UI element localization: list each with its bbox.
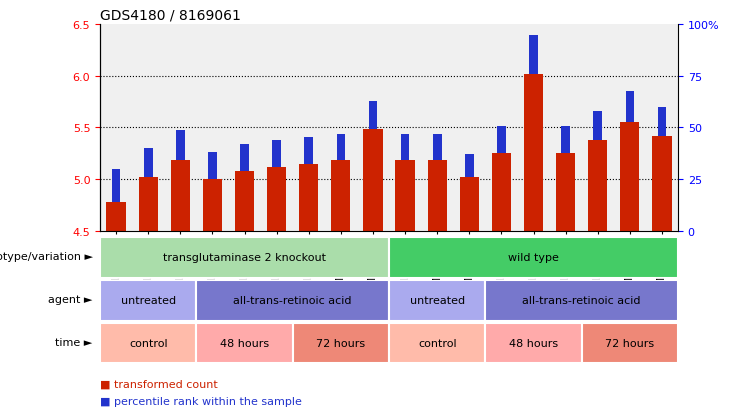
Bar <box>139 178 158 231</box>
Text: GDS4180 / 8169061: GDS4180 / 8169061 <box>100 8 241 22</box>
Bar <box>582 323 678 363</box>
Bar <box>485 323 582 363</box>
Bar <box>363 130 382 231</box>
Text: 72 hours: 72 hours <box>316 338 365 348</box>
Text: 72 hours: 72 hours <box>605 338 654 348</box>
Bar <box>556 154 575 231</box>
Bar <box>389 280 485 321</box>
Bar <box>196 323 293 363</box>
Text: control: control <box>418 338 456 348</box>
Bar <box>299 164 319 231</box>
Bar <box>492 154 511 231</box>
Bar <box>267 167 286 231</box>
Text: ■ transformed count: ■ transformed count <box>100 379 218 389</box>
Bar <box>293 323 389 363</box>
Bar <box>100 280 196 321</box>
Bar <box>100 237 389 278</box>
Text: agent ►: agent ► <box>48 294 93 304</box>
Text: 48 hours: 48 hours <box>509 338 558 348</box>
Bar <box>652 136 671 231</box>
Bar <box>100 323 196 363</box>
Bar <box>144 149 153 178</box>
Bar <box>389 323 485 363</box>
Bar <box>433 134 442 161</box>
Text: ■ percentile rank within the sample: ■ percentile rank within the sample <box>100 396 302 406</box>
Text: 48 hours: 48 hours <box>220 338 269 348</box>
Text: control: control <box>129 338 167 348</box>
Text: all-trans-retinoic acid: all-trans-retinoic acid <box>233 295 352 306</box>
Bar <box>561 127 570 154</box>
Bar <box>389 237 678 278</box>
Bar <box>112 169 121 202</box>
Bar <box>196 280 389 321</box>
Text: genotype/variation ►: genotype/variation ► <box>0 252 93 262</box>
Bar <box>657 107 666 136</box>
Bar <box>529 36 538 74</box>
Bar <box>396 161 415 231</box>
Bar <box>459 178 479 231</box>
Bar <box>524 74 543 231</box>
Bar <box>485 280 678 321</box>
Bar <box>465 155 473 178</box>
Bar <box>176 131 185 161</box>
Text: wild type: wild type <box>508 253 559 263</box>
Text: untreated: untreated <box>121 295 176 306</box>
Bar <box>170 161 190 231</box>
Bar <box>203 180 222 231</box>
Text: transglutaminase 2 knockout: transglutaminase 2 knockout <box>163 253 326 263</box>
Bar <box>368 102 377 130</box>
Bar <box>235 171 254 231</box>
Text: time ►: time ► <box>56 337 93 347</box>
Bar <box>272 140 281 167</box>
Bar <box>594 112 602 140</box>
Bar <box>620 123 639 231</box>
Bar <box>588 140 608 231</box>
Bar <box>331 161 350 231</box>
Text: all-trans-retinoic acid: all-trans-retinoic acid <box>522 295 641 306</box>
Bar <box>401 134 410 161</box>
Bar <box>208 153 217 180</box>
Bar <box>336 134 345 161</box>
Bar <box>428 161 447 231</box>
Bar <box>305 138 313 164</box>
Text: untreated: untreated <box>410 295 465 306</box>
Bar <box>107 202 126 231</box>
Bar <box>497 127 506 154</box>
Bar <box>240 145 249 171</box>
Bar <box>625 92 634 123</box>
